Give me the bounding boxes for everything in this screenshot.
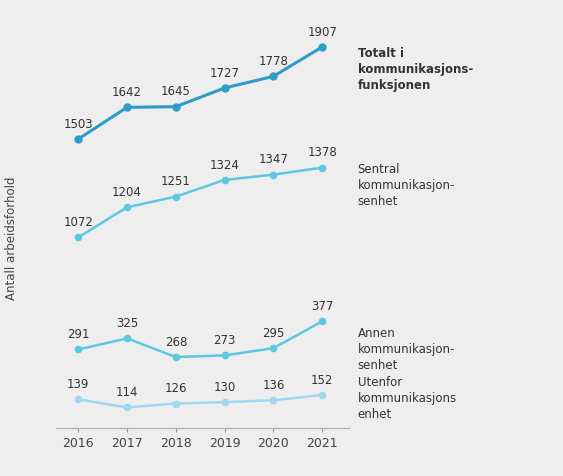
Text: 325: 325 — [116, 317, 138, 330]
Text: 1251: 1251 — [161, 175, 191, 188]
Text: 295: 295 — [262, 327, 285, 340]
Text: 136: 136 — [262, 379, 285, 392]
Text: 273: 273 — [213, 334, 236, 347]
Text: 1727: 1727 — [209, 67, 240, 79]
Text: 1642: 1642 — [112, 86, 142, 99]
Text: 1378: 1378 — [307, 146, 337, 159]
Text: 268: 268 — [164, 336, 187, 349]
Text: 114: 114 — [116, 386, 138, 399]
Text: 1645: 1645 — [161, 85, 191, 99]
Text: 130: 130 — [213, 381, 236, 394]
Text: 1324: 1324 — [209, 159, 240, 171]
Text: 1503: 1503 — [64, 118, 93, 131]
Text: Antall arbeidsforhold: Antall arbeidsforhold — [5, 176, 18, 300]
Text: Sentral
kommunikasjon-
senhet: Sentral kommunikasjon- senhet — [358, 163, 455, 208]
Text: 152: 152 — [311, 374, 333, 387]
Text: 1907: 1907 — [307, 26, 337, 39]
Text: 291: 291 — [67, 328, 90, 341]
Text: 1204: 1204 — [112, 186, 142, 199]
Text: 377: 377 — [311, 300, 333, 313]
Text: 126: 126 — [164, 382, 187, 395]
Text: Annen
kommunikasjon-
senhet: Annen kommunikasjon- senhet — [358, 327, 455, 372]
Text: 1347: 1347 — [258, 153, 288, 166]
Text: Totalt i
kommunikasjons-
funksjonen: Totalt i kommunikasjons- funksjonen — [358, 47, 473, 92]
Text: 1072: 1072 — [63, 216, 93, 229]
Text: 139: 139 — [67, 378, 90, 391]
Text: 1778: 1778 — [258, 55, 288, 68]
Text: Utenfor
kommunikasjons
enhet: Utenfor kommunikasjons enhet — [358, 377, 457, 421]
